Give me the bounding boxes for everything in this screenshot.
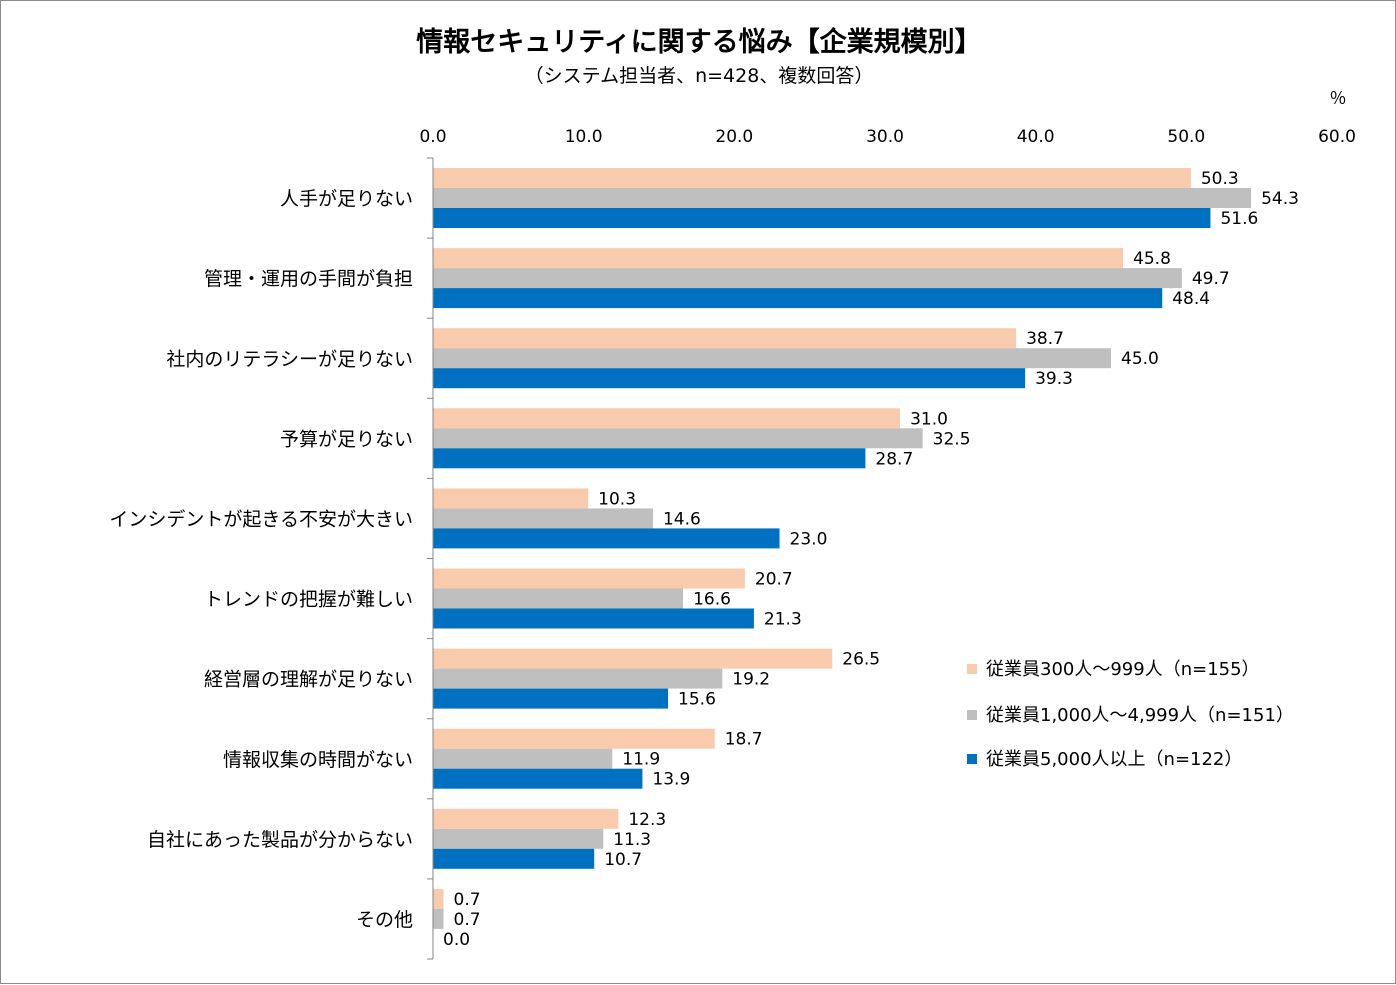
category-label: 自社にあった製品が分からない [147, 829, 413, 851]
bar [433, 748, 613, 769]
bar [433, 888, 444, 909]
bar [433, 588, 684, 609]
category-labels: 人手が足りない管理・運用の手間が負担社内のリテラシーが足りない予算が足りないイン… [109, 188, 413, 931]
data-label: 23.0 [790, 529, 828, 549]
y-axis-tick-marks [427, 157, 433, 960]
data-label: 10.3 [598, 489, 636, 509]
category-label: 社内のリテラシーが足りない [166, 348, 413, 370]
bar [433, 268, 1182, 289]
data-label: 32.5 [933, 429, 971, 449]
bars-group [433, 168, 1252, 929]
bar [433, 448, 866, 469]
data-label: 11.3 [613, 830, 651, 850]
data-label: 0.7 [454, 890, 481, 910]
data-label: 45.8 [1133, 249, 1171, 269]
bar [433, 188, 1252, 208]
category-label: インシデントが起きる不安が大きい [109, 508, 413, 530]
data-label: 15.6 [678, 690, 716, 710]
data-label: 12.3 [628, 810, 666, 830]
legend-label: 従業員5,000人以上（n=122） [986, 749, 1242, 770]
category-label: 人手が足りない [280, 188, 413, 210]
data-label: 54.3 [1261, 189, 1299, 209]
data-label: 13.9 [652, 770, 690, 790]
x-axis-ticks: 0.0 10.0 20.0 30.0 40.0 50.0 60.0 [419, 127, 1355, 147]
bar [433, 568, 745, 589]
bar [433, 248, 1124, 269]
bar [433, 648, 833, 669]
data-label: 50.3 [1201, 169, 1239, 189]
legend-swatch [967, 710, 977, 720]
data-label: 11.9 [622, 750, 660, 770]
category-label: 管理・運用の手間が負担 [204, 268, 413, 290]
bar [433, 428, 923, 449]
bar [433, 828, 604, 849]
x-tick-label: 40.0 [1017, 127, 1055, 147]
bar [433, 768, 643, 789]
category-label: トレンドの把握が難しい [204, 589, 413, 611]
bar [433, 168, 1191, 188]
data-label: 51.6 [1220, 209, 1258, 229]
bar [433, 408, 901, 429]
legend-swatch [967, 664, 977, 674]
category-label: 経営層の理解が足りない [204, 669, 413, 691]
bar [433, 528, 780, 549]
data-label: 14.6 [663, 509, 701, 529]
bar [433, 508, 653, 529]
data-label: 0.7 [454, 910, 481, 930]
data-label: 21.3 [764, 610, 802, 630]
category-label: その他 [356, 909, 413, 931]
data-label: 10.7 [604, 850, 642, 870]
chart-title: 情報セキュリティに関する悩み【企業規模別】 [416, 26, 981, 58]
x-tick-label: 10.0 [565, 127, 603, 147]
data-label: 39.3 [1035, 369, 1073, 389]
bar [433, 808, 619, 829]
data-label: 18.7 [725, 730, 763, 750]
data-label: 20.7 [755, 570, 793, 590]
data-label: 26.5 [842, 650, 880, 670]
legend: 従業員300人～999人（n=155） 従業員1,000人～4,999人（n=15… [967, 659, 1294, 770]
data-label: 0.0 [443, 930, 470, 950]
bar [433, 908, 444, 929]
legend-label: 従業員1,000人～4,999人（n=151） [986, 705, 1294, 726]
bar [433, 848, 595, 869]
data-label: 19.2 [732, 670, 770, 690]
bar [433, 328, 1017, 349]
bar [433, 728, 715, 749]
data-label: 31.0 [910, 409, 948, 429]
bar [433, 208, 1211, 228]
value-labels: 50.3 45.8 38.7 31.0 10.3 20.7 26.5 18.7 12.3 0.7 5… [443, 169, 1299, 950]
data-label: 28.7 [875, 449, 913, 469]
data-label: 49.7 [1192, 269, 1230, 289]
x-tick-label: 50.0 [1167, 127, 1205, 147]
bar [433, 348, 1111, 369]
x-tick-label: 20.0 [715, 127, 753, 147]
bar [433, 688, 669, 709]
category-label: 情報収集の時間がない [223, 749, 413, 771]
unit-label: ％ [1330, 89, 1347, 109]
x-tick-label: 30.0 [866, 127, 904, 147]
bar [433, 488, 589, 509]
bar [433, 668, 723, 689]
bar [433, 368, 1026, 389]
data-label: 16.6 [693, 590, 731, 610]
x-tick-label: 0.0 [419, 127, 446, 147]
category-label: 予算が足りない [280, 428, 413, 450]
bar [433, 288, 1163, 309]
legend-swatch [967, 754, 977, 764]
x-tick-label: 60.0 [1318, 127, 1356, 147]
data-label: 45.0 [1121, 349, 1159, 369]
data-label: 48.4 [1172, 289, 1210, 309]
data-label: 38.7 [1026, 329, 1064, 349]
chart-subtitle: （システム担当者、n=428、複数回答） [525, 65, 874, 87]
bar [433, 608, 754, 629]
legend-label: 従業員300人～999人（n=155） [986, 659, 1260, 680]
